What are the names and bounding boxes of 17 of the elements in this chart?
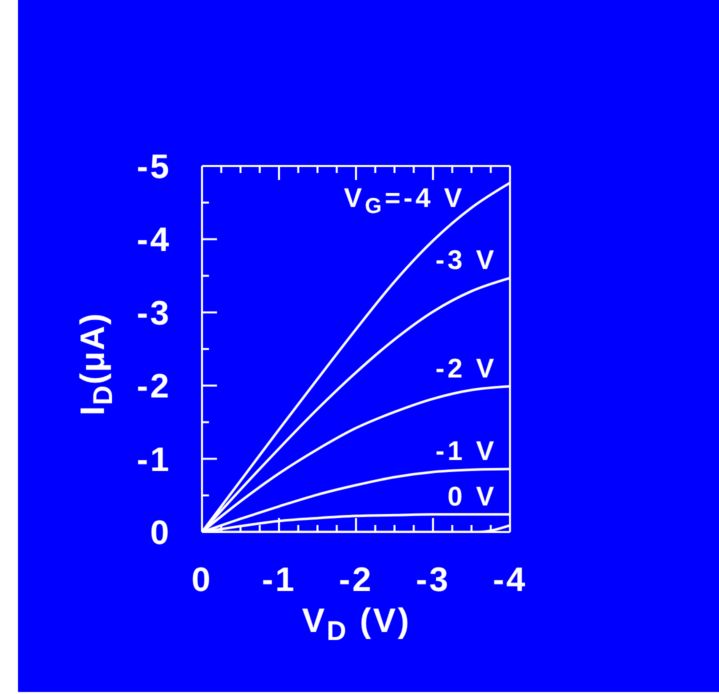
x-tick-label: -3 (416, 561, 450, 599)
y-tick-label: -4 (136, 221, 171, 260)
series-label: 0 V (447, 481, 497, 512)
series-label: -3 V (435, 244, 497, 275)
y-tick-label: -2 (136, 368, 171, 406)
y-tick-label: -3 (136, 294, 171, 332)
y-tick-label: -5 (136, 148, 171, 186)
x-tick-label: 0 (192, 561, 212, 599)
x-tick-label: -1 (262, 561, 296, 599)
x-tick-label: -2 (338, 561, 374, 599)
series-label: -1 V (435, 436, 497, 466)
legend-label: V$_{G}$=-4 V (344, 183, 465, 218)
x-tick-label: -4 (492, 561, 528, 599)
y-tick-label: -1 (136, 440, 171, 479)
y-tick-label: 0 (150, 514, 171, 552)
series-label: -2 V (435, 353, 497, 384)
x-axis-title: V$_{D}$ (V) (302, 602, 412, 646)
